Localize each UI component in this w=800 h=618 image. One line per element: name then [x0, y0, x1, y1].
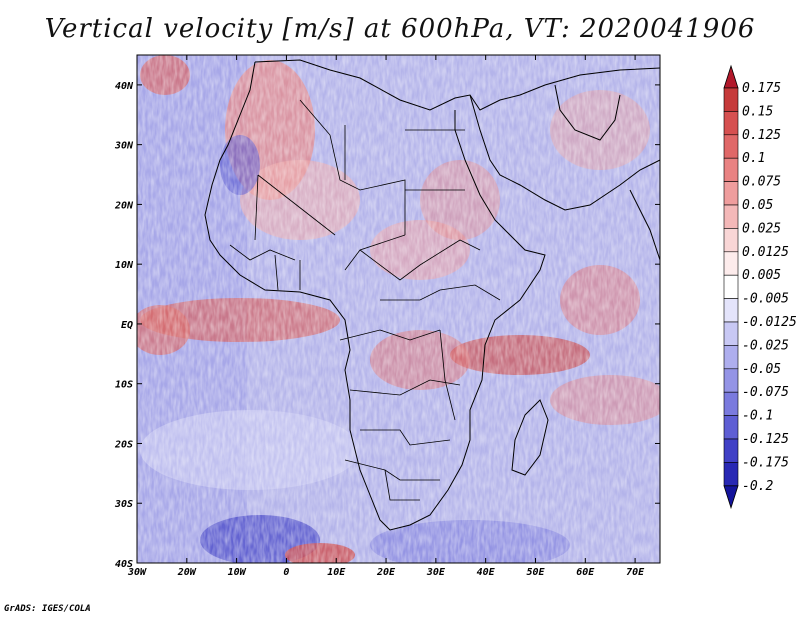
lon-tick-label: 50E: [526, 567, 545, 578]
lon-tick-label: 10W: [228, 567, 247, 578]
colorbar-box: [723, 298, 739, 323]
colorbar-label: 0.15: [742, 104, 773, 119]
colorbar-box: [723, 111, 739, 136]
colorbar-label: 0.1: [742, 151, 765, 166]
lon-axis: 30W 20W 10W 0 10E 20E 30E 40E 50E 60E 70E: [127, 55, 645, 578]
lat-tick-label: 10S: [115, 380, 133, 391]
lat-tick-label: EQ: [121, 320, 133, 331]
lat-tick-label: 20N: [114, 200, 134, 211]
colorbar-label: 0.075: [742, 175, 781, 190]
lat-tick-label: 40N: [115, 81, 134, 92]
lat-tick-label: 20S: [114, 439, 133, 450]
lat-tick-label: 40S: [115, 559, 133, 570]
colorbar-label: -0.2: [742, 479, 773, 494]
country-borders: [229, 99, 501, 501]
colorbar-label: 0.175: [742, 81, 781, 96]
colorbar-box: [723, 134, 739, 159]
colorbar-box: [723, 321, 739, 346]
colorbar: 0.175 0.15 0.125 0.1 0.075 0.05 0.025 0.0125 0.0…: [723, 64, 797, 510]
colorbar-box: [723, 438, 739, 463]
colorbar-label: 0.125: [742, 128, 781, 143]
colorbar-box: [723, 368, 739, 393]
colorbar-box: [723, 274, 739, 299]
colorbar-label: -0.005: [742, 292, 789, 307]
lon-tick-label: 20E: [376, 567, 396, 578]
chart-title: Vertical velocity [m/s] at 600hPa, VT: 2…: [44, 14, 756, 44]
colorbar-label: 0.05: [742, 198, 773, 213]
colorbar-label: -0.025: [742, 338, 789, 353]
colorbar-label: -0.0125: [742, 315, 797, 330]
colorbar-label: -0.05: [742, 362, 781, 377]
colorbar-box: [723, 415, 739, 440]
lon-tick-label: 10E: [327, 567, 346, 578]
colorbar-cap-bottom: [723, 485, 739, 510]
lat-tick-label: 30N: [114, 141, 134, 152]
lat-tick-label: 10N: [115, 260, 134, 271]
colorbar-label: -0.125: [742, 432, 789, 447]
colorbar-label: 0.025: [742, 221, 781, 236]
colorbar-box: [723, 228, 739, 253]
colorbar-label: 0.0125: [742, 245, 789, 260]
lon-tick-label: 30E: [426, 567, 446, 578]
colorbar-box: [723, 181, 739, 206]
lon-tick-label: 20W: [177, 567, 197, 578]
colorbar-cap-top: [723, 64, 739, 89]
lat-axis: 40N 30N 20N 10N EQ 10S 20S 30S 40S: [114, 81, 660, 570]
colorbar-label: -0.075: [742, 385, 789, 400]
colorbar-box: [723, 391, 739, 416]
lon-tick-label: 30W: [127, 567, 147, 578]
credit-label: GrADS: IGES/COLA: [4, 604, 91, 614]
lon-tick-label: 60E: [576, 567, 595, 578]
map-frame: [136, 54, 661, 564]
colorbar-box: [723, 251, 739, 276]
coastline: [204, 59, 661, 531]
colorbar-box: [723, 157, 739, 182]
colorbar-box: [723, 462, 739, 487]
lon-tick-label: 0: [283, 567, 289, 578]
velocity-field: [137, 55, 660, 563]
lon-tick-label: 70E: [626, 567, 645, 578]
colorbar-label: 0.005: [742, 268, 781, 283]
lat-tick-label: 30S: [114, 499, 133, 510]
colorbar-label: -0.1: [742, 409, 773, 424]
colorbar-label: -0.175: [742, 455, 789, 470]
colorbar-box: [723, 87, 739, 112]
colorbar-box: [723, 345, 739, 370]
colorbar-box: [723, 204, 739, 229]
lon-tick-label: 40E: [477, 567, 496, 578]
